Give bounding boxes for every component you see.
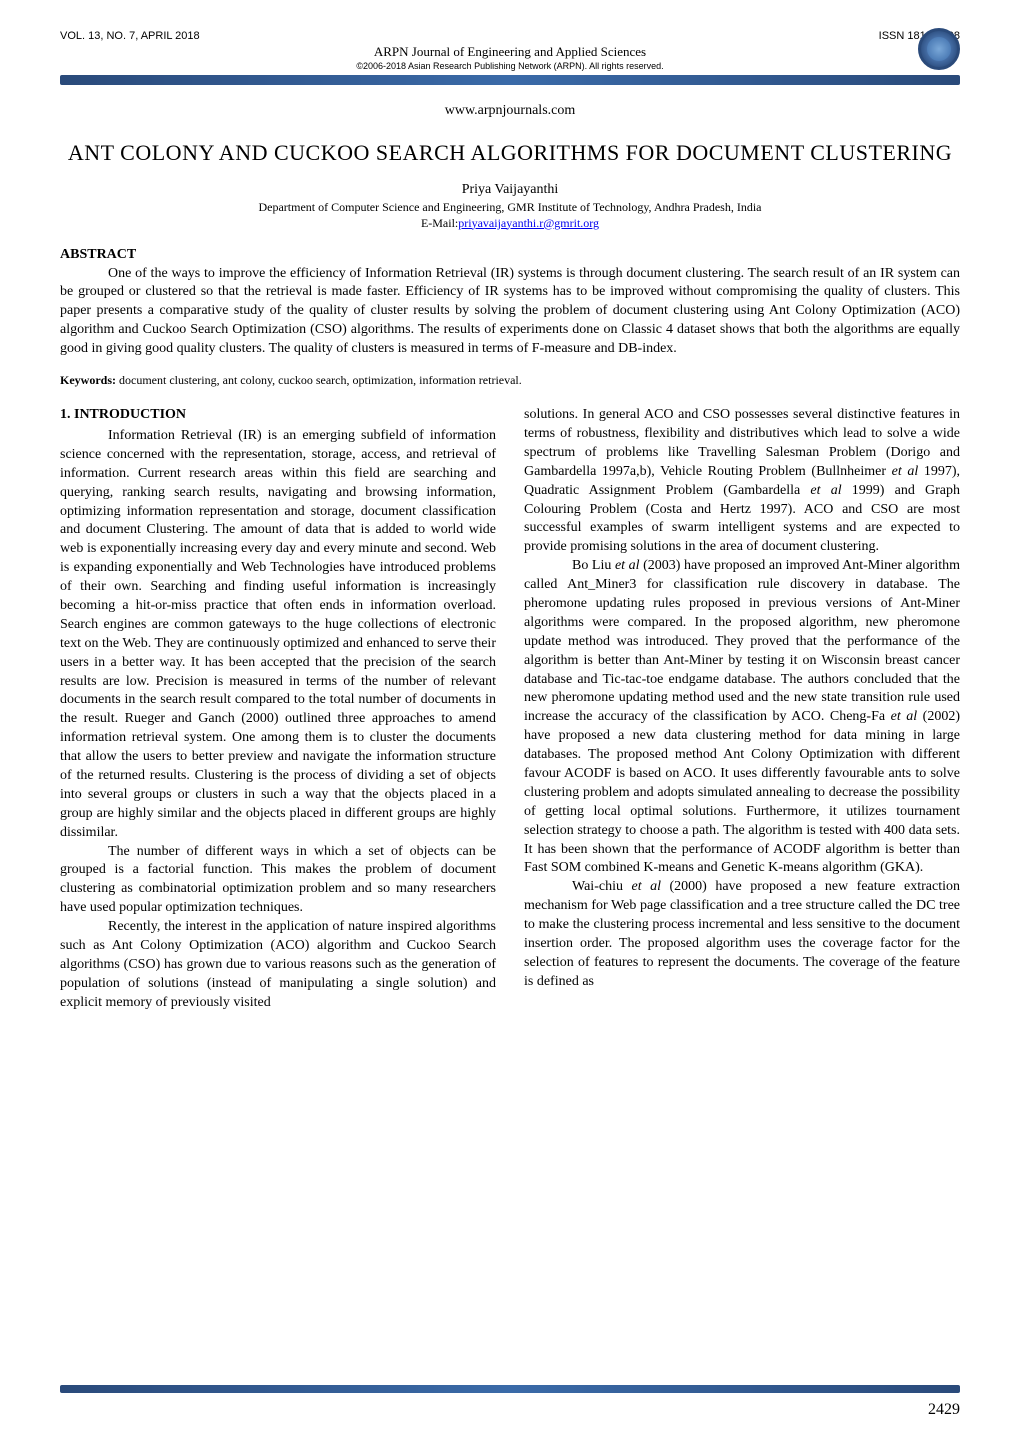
- rp2-b: (2003) have proposed an improved Ant-Min…: [524, 558, 960, 724]
- right-paragraph-1: solutions. In general ACO and CSO posses…: [524, 406, 960, 557]
- keywords-line: Keywords: document clustering, ant colon…: [60, 373, 960, 388]
- author-email-link[interactable]: priyavaijayanthi.r@gmrit.org: [458, 216, 599, 230]
- header-divider-bar: [60, 75, 960, 85]
- site-url: www.arpnjournals.com: [60, 103, 960, 119]
- journal-copyright: ©2006-2018 Asian Research Publishing Net…: [60, 61, 960, 71]
- rp3-b: (2000) have proposed a new feature extra…: [524, 879, 960, 988]
- author-email-line: E-Mail:priyavaijayanthi.r@gmrit.org: [60, 216, 960, 231]
- journal-name: ARPN Journal of Engineering and Applied …: [60, 44, 960, 60]
- rp1-it2: et al: [810, 483, 841, 498]
- section-1-heading: 1. INTRODUCTION: [60, 406, 496, 425]
- rp2-it2: et al: [891, 709, 918, 724]
- rp3-a: Wai-chiu: [572, 879, 631, 894]
- right-column: solutions. In general ACO and CSO posses…: [524, 406, 960, 1013]
- email-label: E-Mail:: [421, 216, 458, 230]
- author-affiliation: Department of Computer Science and Engin…: [60, 200, 960, 215]
- page-number: 2429: [928, 1401, 960, 1419]
- abstract-heading: ABSTRACT: [60, 247, 960, 263]
- rp2-c: (2002) have proposed a new data clusteri…: [524, 709, 960, 875]
- journal-logo-icon: [918, 28, 960, 70]
- abstract-body: One of the ways to improve the efficienc…: [60, 266, 960, 357]
- right-paragraph-2: Bo Liu et al (2003) have proposed an imp…: [524, 557, 960, 878]
- rp2-a: Bo Liu: [572, 558, 615, 573]
- intro-paragraph-1: Information Retrieval (IR) is an emergin…: [60, 427, 496, 843]
- author-name: Priya Vaijayanthi: [60, 182, 960, 198]
- intro-paragraph-3: Recently, the interest in the applicatio…: [60, 918, 496, 1012]
- right-paragraph-3: Wai-chiu et al (2000) have proposed a ne…: [524, 878, 960, 991]
- intro-paragraph-2: The number of different ways in which a …: [60, 843, 496, 919]
- abstract-text: One of the ways to improve the efficienc…: [60, 265, 960, 359]
- left-column: 1. INTRODUCTION Information Retrieval (I…: [60, 406, 496, 1013]
- rp3-it1: et al: [631, 879, 661, 894]
- footer-divider-bar: [60, 1385, 960, 1393]
- keywords-label: Keywords:: [60, 373, 116, 387]
- paper-title: ANT COLONY AND CUCKOO SEARCH ALGORITHMS …: [60, 139, 960, 168]
- volume-issue: VOL. 13, NO. 7, APRIL 2018: [60, 30, 200, 42]
- rp2-it1: et al: [615, 558, 640, 573]
- rp1-it1: et al: [892, 464, 919, 479]
- journal-logo-inner: [927, 37, 951, 61]
- keywords-text: document clustering, ant colony, cuckoo …: [116, 373, 522, 387]
